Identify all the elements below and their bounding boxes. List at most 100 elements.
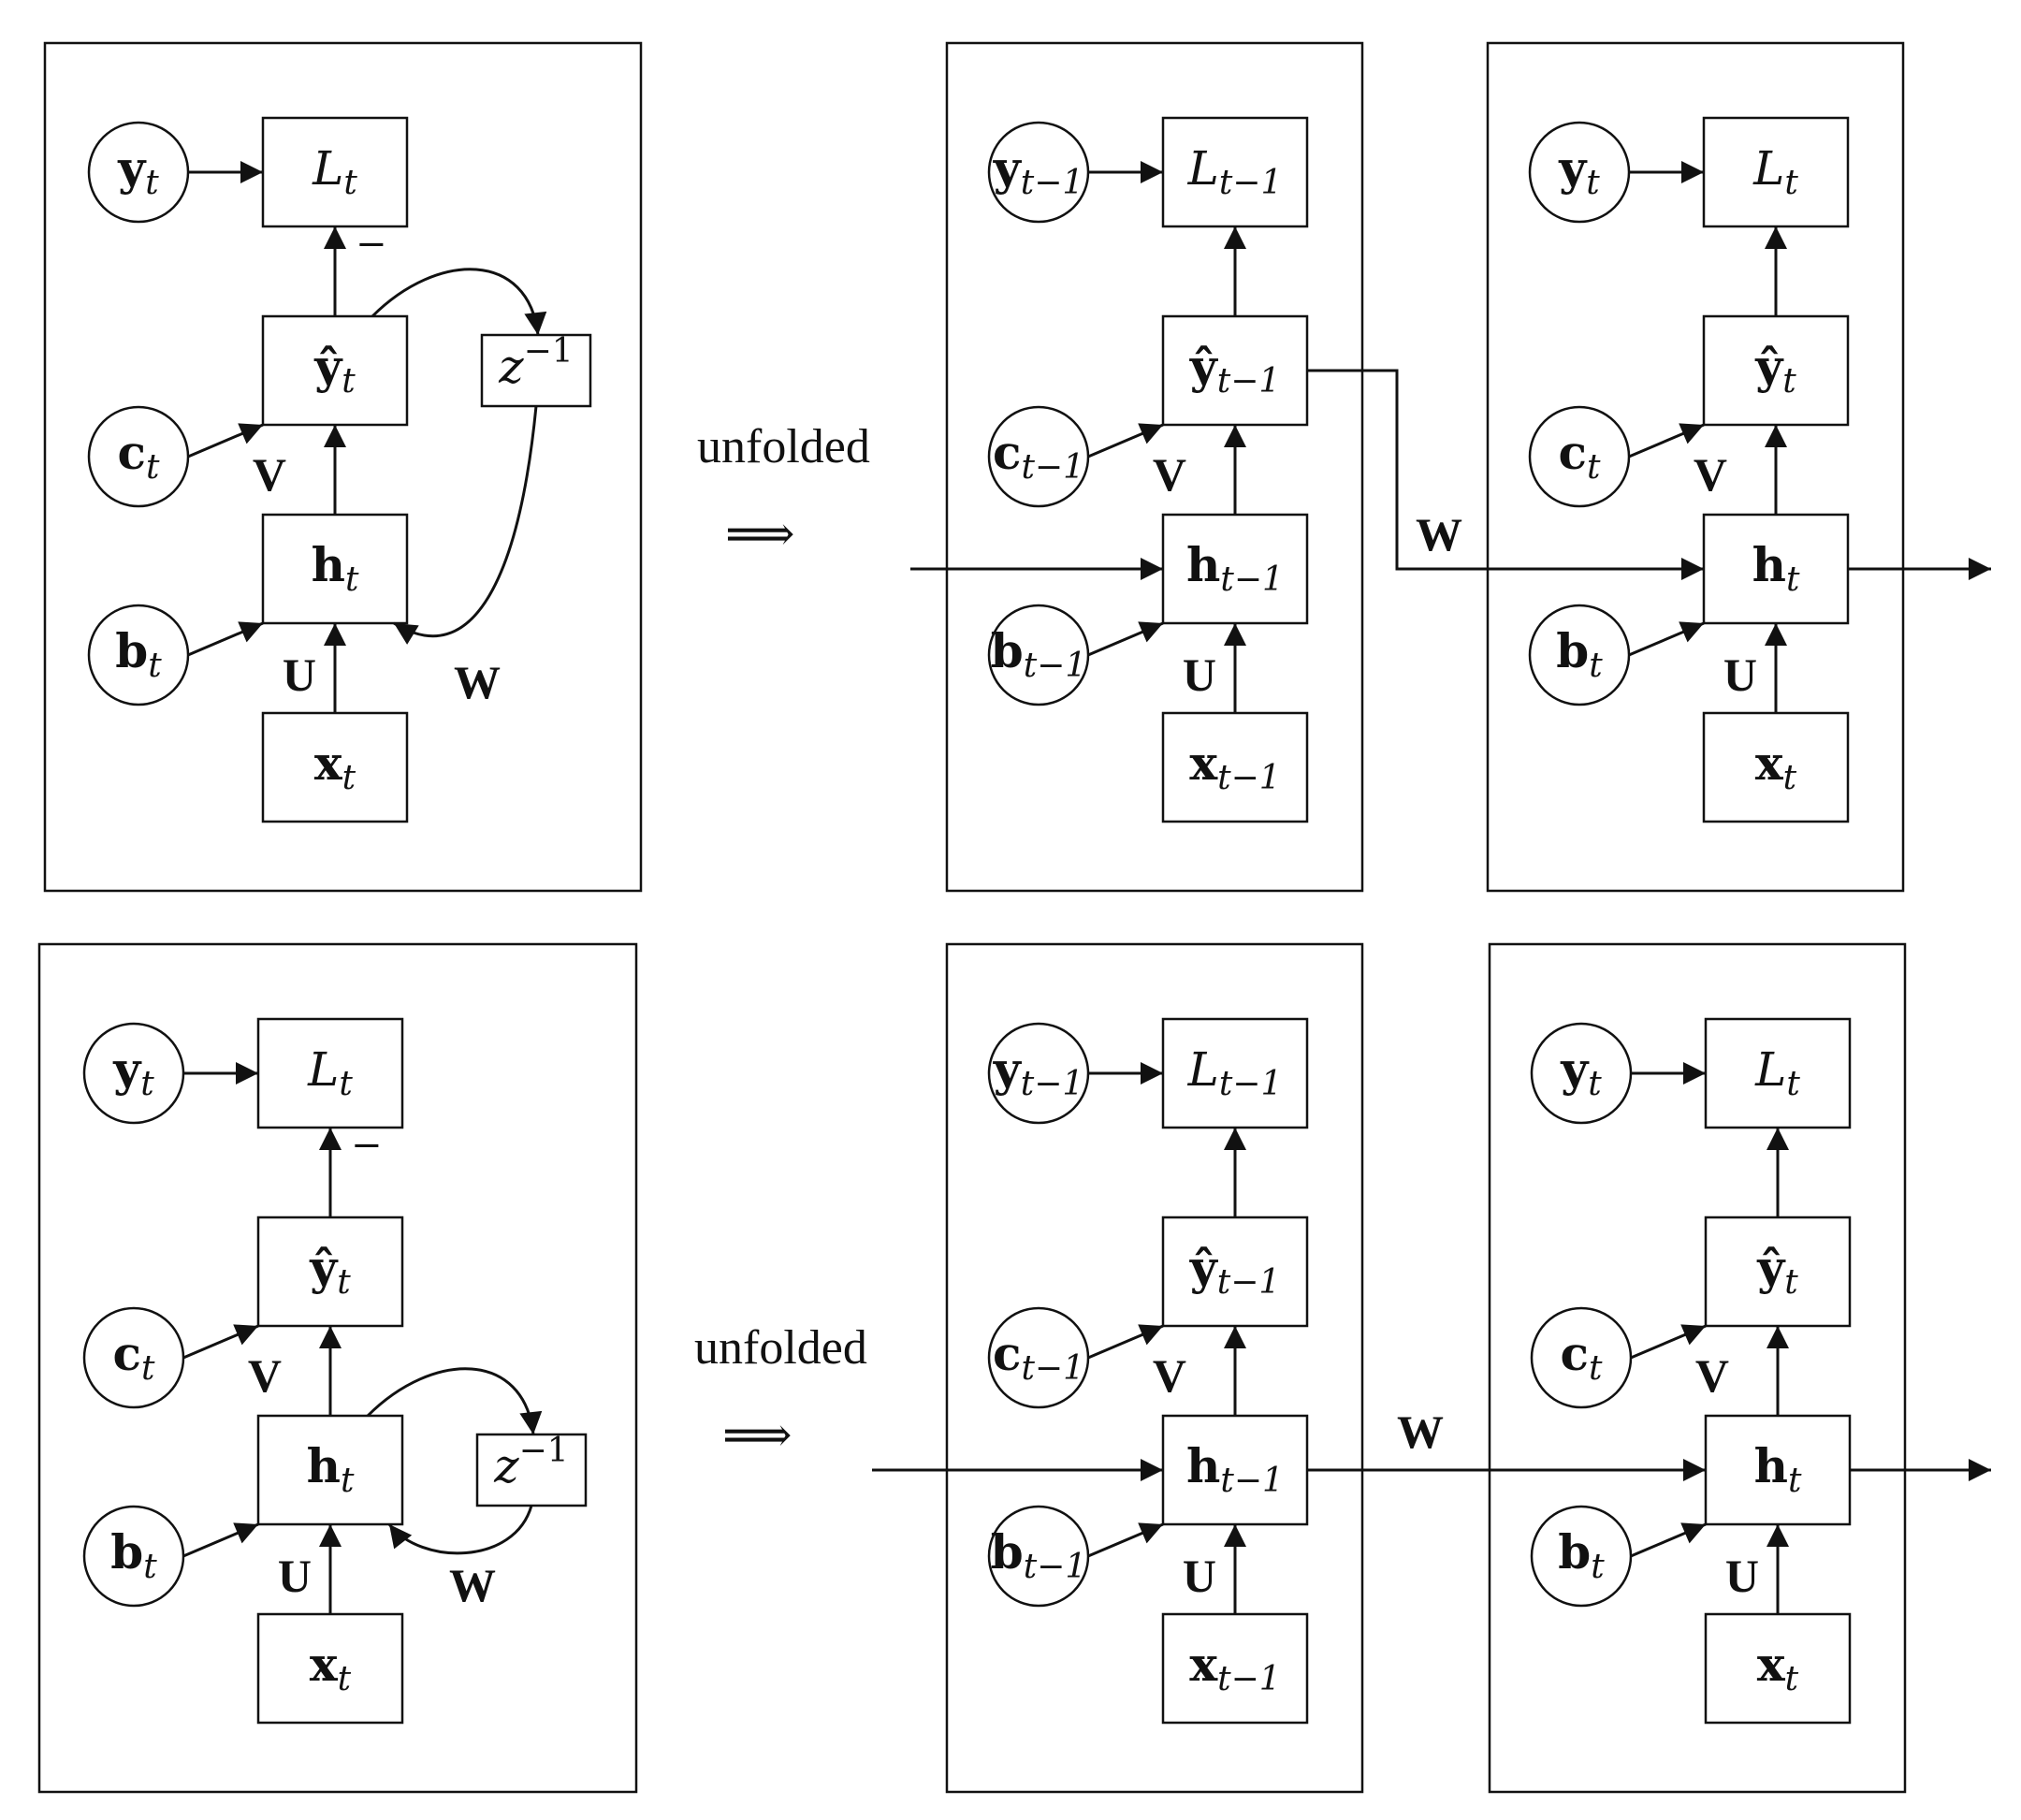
hidden-label-subscript: t bbox=[1786, 561, 1800, 599]
input-label: xt−1 bbox=[1189, 735, 1280, 797]
target-label-main: y bbox=[993, 140, 1023, 196]
hidden-bias-arrow bbox=[1628, 621, 1705, 657]
hidden-label-main: h bbox=[312, 537, 345, 592]
input-label-main: x bbox=[314, 735, 343, 791]
output-bias-arrow bbox=[1087, 423, 1164, 459]
output-label: ŷt bbox=[309, 1240, 351, 1302]
loss-label-subscript: t bbox=[343, 164, 357, 202]
output-label: ŷt bbox=[313, 339, 356, 400]
output-label-subscript: t bbox=[1784, 1263, 1798, 1302]
weight-u-label: U bbox=[1183, 1550, 1216, 1602]
target-label: yt bbox=[117, 140, 159, 202]
target-label-main: y bbox=[112, 1041, 142, 1097]
loss-label-main: L bbox=[312, 141, 343, 196]
hidden-bias-arrow bbox=[1087, 621, 1164, 657]
weight-u-label: U bbox=[283, 648, 316, 701]
weight-v-label: V bbox=[1153, 448, 1186, 501]
hidden-bias-label-main: b bbox=[1556, 623, 1589, 678]
input-label: xt bbox=[1757, 1637, 1799, 1698]
hidden-label: ht bbox=[307, 1438, 355, 1500]
input-label: xt bbox=[1755, 735, 1797, 797]
loss-label: Lt−1 bbox=[1187, 141, 1283, 202]
unfolded-cell-prev: Lt−1ŷt−1ht−1xt−1yt−1ct−1bt−1VU bbox=[987, 1017, 1309, 1725]
weight-v-label: V bbox=[248, 1349, 282, 1402]
output-label-main: ŷ bbox=[309, 1240, 339, 1295]
output-label-subscript: t bbox=[337, 1263, 351, 1302]
loss-label: Lt bbox=[1752, 141, 1798, 202]
loss-label-subscript: t bbox=[1784, 164, 1798, 202]
hidden-label-subscript: t−1 bbox=[1220, 1462, 1284, 1500]
delay-label-main: z bbox=[493, 1439, 519, 1493]
output-bias-label-subscript: t bbox=[146, 448, 160, 487]
hidden-bias-label-main: b bbox=[110, 1524, 143, 1580]
output-bias-label-main: c bbox=[993, 1326, 1021, 1381]
weight-u-label: U bbox=[278, 1550, 312, 1602]
output-bias-label: ct bbox=[118, 425, 160, 487]
recurrence-to-delay-arrow bbox=[366, 1367, 543, 1435]
hidden-bias-label-subscript: t bbox=[143, 1548, 157, 1586]
delay-label-superscript: −1 bbox=[524, 332, 574, 371]
hidden-bias-label-main: b bbox=[991, 1524, 1024, 1580]
loss-label-subscript: t bbox=[339, 1065, 353, 1103]
weight-v-label: V bbox=[1153, 1349, 1186, 1402]
delay-to-hidden-arrow bbox=[393, 405, 538, 645]
target-label-subscript: t−1 bbox=[1021, 1065, 1084, 1103]
output-bias-arrow bbox=[1628, 423, 1705, 459]
hidden-label-subscript: t bbox=[345, 561, 359, 599]
output-label-subscript: t−1 bbox=[1217, 1263, 1281, 1302]
weight-u-label: U bbox=[1183, 648, 1216, 701]
output-bias-arrow bbox=[1630, 1324, 1707, 1360]
target-label: yt bbox=[1560, 1041, 1602, 1103]
loss-label-subscript: t bbox=[1786, 1065, 1800, 1103]
hidden-label: ht−1 bbox=[1186, 537, 1284, 599]
folded-panel-frame bbox=[43, 41, 643, 893]
output-label: ŷt−1 bbox=[1189, 1240, 1281, 1302]
output-bias-label-main: c bbox=[993, 425, 1021, 480]
hidden-bias-label-main: b bbox=[115, 623, 148, 678]
input-label: xt−1 bbox=[1189, 1637, 1280, 1698]
hidden-label-subscript: t bbox=[1788, 1462, 1802, 1500]
bottom-diagram: LtŷthtxtytctbtVU−z−1Wunfolded⟹Lt−1ŷt−1ht… bbox=[37, 942, 1991, 1794]
recurrence-to-delay-arrow bbox=[371, 268, 547, 336]
target-label-subscript: t bbox=[145, 164, 159, 202]
target-label-subscript: t bbox=[140, 1065, 154, 1103]
output-bias-label: ct bbox=[1559, 425, 1601, 487]
target-label-subscript: t bbox=[1588, 1065, 1602, 1103]
hidden-bias-label-main: b bbox=[991, 623, 1024, 678]
hidden-bias-label-subscript: t bbox=[1591, 1548, 1605, 1586]
target-label-subscript: t bbox=[1586, 164, 1600, 202]
top-diagram: LtŷthtxtytctbtVU−z−1Wunfolded⟹Lt−1ŷt−1ht… bbox=[43, 41, 1991, 893]
hidden-bias-label: bt bbox=[1558, 1524, 1605, 1586]
hidden-bias-label-subscript: t−1 bbox=[1024, 1548, 1087, 1586]
hidden-label-main: h bbox=[1754, 1438, 1788, 1493]
hidden-bias-arrow bbox=[182, 1522, 259, 1558]
folded-panel-frame bbox=[37, 942, 638, 1794]
input-label-main: x bbox=[1755, 735, 1784, 791]
output-label-subscript: t−1 bbox=[1217, 362, 1281, 400]
output-bias-label-subscript: t bbox=[1589, 1349, 1603, 1388]
hidden-bias-arrow bbox=[1630, 1522, 1707, 1558]
minus-sign: − bbox=[351, 1124, 383, 1167]
loss-label-subscript: t−1 bbox=[1219, 1065, 1283, 1103]
weight-w-between-label: W bbox=[1416, 508, 1462, 561]
output-label-main: ŷ bbox=[1754, 339, 1784, 394]
unfolded-caption: unfolded bbox=[697, 420, 870, 473]
hidden-label-main: h bbox=[307, 1438, 341, 1493]
loss-label-main: L bbox=[1187, 1042, 1219, 1097]
target-label-main: y bbox=[993, 1041, 1023, 1097]
hidden-bias-label-main: b bbox=[1558, 1524, 1591, 1580]
hidden-bias-label-subscript: t bbox=[148, 647, 162, 685]
target-label-subscript: t−1 bbox=[1021, 164, 1084, 202]
output-bias-label: ct bbox=[113, 1326, 155, 1388]
loss-label: Lt−1 bbox=[1187, 1042, 1283, 1103]
output-bias-label-subscript: t bbox=[1587, 448, 1601, 487]
diagram-root: LtŷthtxtytctbtVU−z−1Wunfolded⟹Lt−1ŷt−1ht… bbox=[37, 41, 1991, 1794]
output-bias-arrow bbox=[1087, 1324, 1164, 1360]
output-label: ŷt bbox=[1756, 1240, 1798, 1302]
delay-label-main: z bbox=[498, 340, 524, 394]
hidden-bias-label: bt bbox=[1556, 623, 1603, 685]
